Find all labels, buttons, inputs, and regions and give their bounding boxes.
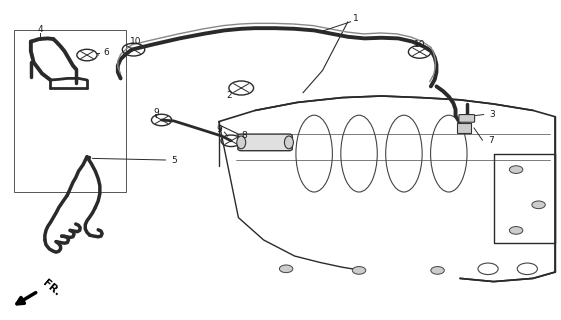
Text: 5: 5 bbox=[171, 156, 177, 164]
FancyBboxPatch shape bbox=[459, 115, 475, 122]
Text: 10: 10 bbox=[130, 37, 141, 46]
Circle shape bbox=[431, 267, 444, 274]
Text: 3: 3 bbox=[490, 110, 495, 119]
Ellipse shape bbox=[237, 136, 246, 149]
Text: 10: 10 bbox=[414, 40, 425, 49]
Circle shape bbox=[509, 227, 523, 234]
Bar bbox=[14, 30, 126, 192]
FancyBboxPatch shape bbox=[238, 134, 292, 151]
Text: 7: 7 bbox=[488, 136, 494, 145]
Text: 9: 9 bbox=[153, 108, 159, 116]
Text: FR.: FR. bbox=[40, 278, 62, 298]
Text: 2: 2 bbox=[226, 91, 232, 100]
Text: 9: 9 bbox=[216, 125, 222, 134]
Circle shape bbox=[352, 267, 366, 274]
Text: 1: 1 bbox=[353, 14, 359, 23]
Bar bbox=[457, 123, 471, 133]
Text: 8: 8 bbox=[241, 131, 247, 140]
Circle shape bbox=[509, 166, 523, 173]
Text: 4: 4 bbox=[38, 25, 43, 34]
Ellipse shape bbox=[284, 136, 293, 149]
Circle shape bbox=[279, 265, 293, 273]
Text: 6: 6 bbox=[104, 48, 109, 57]
Circle shape bbox=[532, 201, 545, 209]
